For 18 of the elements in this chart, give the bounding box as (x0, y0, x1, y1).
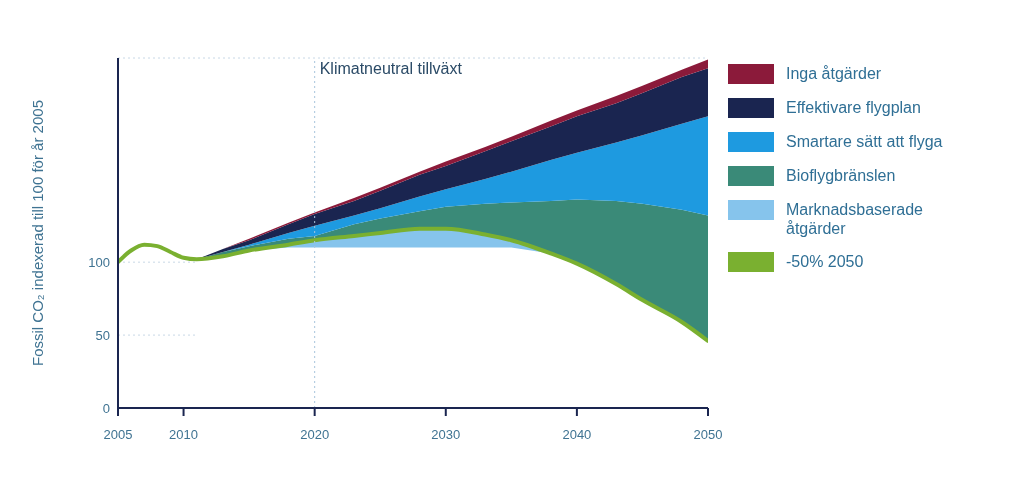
y-tick-label: 100 (88, 254, 110, 270)
legend-label: Bioflygbränslen (786, 166, 896, 185)
x-tick-label: 2005 (103, 427, 133, 443)
y-tick-label: 0 (102, 400, 110, 416)
x-tick-label: 2030 (431, 427, 461, 443)
legend-label: Effektivare flygplan (786, 98, 921, 117)
x-tick-label: 2020 (300, 427, 330, 443)
x-tick-label: 2040 (562, 427, 592, 443)
legend-label: Inga åtgärder (786, 64, 882, 83)
ref-line-label: Klimatneutral tillväxt (319, 60, 463, 78)
line-series (118, 226, 708, 343)
legend-label: -50% 2050 (786, 252, 864, 271)
legend-label: Smartare sätt att flyga (786, 132, 943, 151)
y-tick-label: 50 (95, 327, 110, 343)
x-tick-label: 2050 (693, 427, 723, 443)
legend-label: Marknadsbaserade åtgärder (786, 200, 924, 238)
y-axis-title: Fossil CO₂ indexerad till 100 för år 2005 (29, 100, 47, 366)
x-tick-label: 2010 (169, 427, 199, 443)
